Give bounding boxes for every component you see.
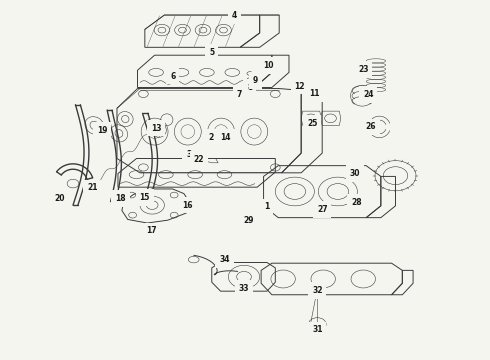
Text: 17: 17 [146, 226, 156, 235]
Text: 21: 21 [87, 183, 98, 192]
Text: 13: 13 [151, 123, 161, 132]
Text: 4: 4 [232, 11, 237, 20]
Text: 18: 18 [115, 194, 126, 203]
Text: 14: 14 [220, 133, 231, 142]
Text: 22: 22 [194, 155, 204, 164]
Text: 26: 26 [366, 122, 376, 131]
Text: 6: 6 [170, 72, 175, 81]
Text: 29: 29 [244, 216, 254, 225]
Text: 9: 9 [253, 76, 258, 85]
Text: 25: 25 [307, 119, 318, 128]
Text: 1: 1 [264, 202, 270, 211]
Text: 3: 3 [186, 150, 192, 159]
Text: 8: 8 [247, 83, 252, 92]
Text: 30: 30 [350, 169, 360, 178]
Text: 7: 7 [237, 90, 242, 99]
Text: 20: 20 [54, 194, 65, 203]
Text: 15: 15 [140, 193, 150, 202]
Text: 16: 16 [182, 201, 193, 210]
Text: 19: 19 [97, 126, 108, 135]
Text: 27: 27 [317, 205, 327, 214]
Text: 12: 12 [294, 82, 305, 91]
Text: 11: 11 [309, 89, 319, 98]
Text: 5: 5 [209, 48, 214, 57]
Text: 32: 32 [312, 286, 322, 295]
Text: 23: 23 [358, 65, 368, 74]
Text: 33: 33 [239, 284, 249, 293]
Text: 31: 31 [312, 325, 322, 334]
Text: 34: 34 [219, 255, 230, 264]
Text: 28: 28 [351, 198, 362, 207]
Text: 24: 24 [363, 90, 373, 99]
Text: 2: 2 [208, 133, 214, 142]
Text: 10: 10 [263, 61, 274, 70]
